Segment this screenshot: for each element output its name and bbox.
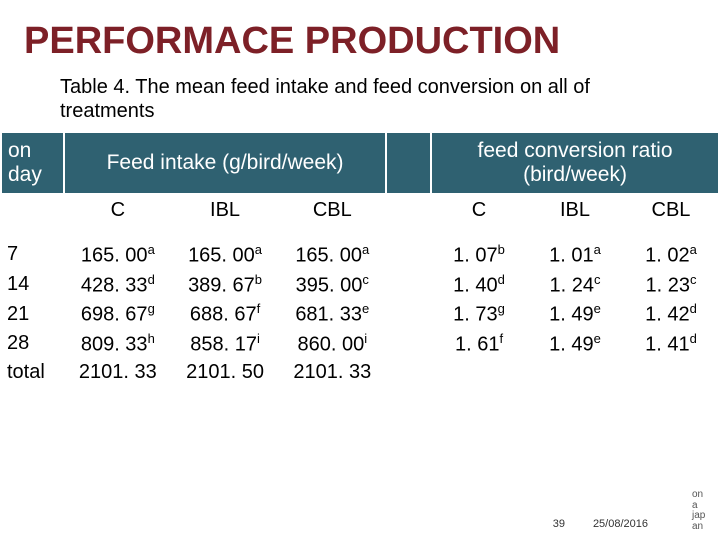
table-cell xyxy=(527,359,623,386)
subhead: IBL xyxy=(527,193,623,240)
page-number: 39 xyxy=(553,518,565,530)
table-cell xyxy=(386,359,431,386)
table-cell: 1. 40d xyxy=(431,270,527,300)
table-cell: 14 xyxy=(1,270,64,300)
slide: PERFORMACE PRODUCTION Table 4. The mean … xyxy=(0,0,720,540)
table-caption: Table 4. The mean feed intake and feed c… xyxy=(0,63,720,133)
table-row: 14428. 33d389. 67b395. 00c 1. 40d1. 24c1.… xyxy=(1,270,719,300)
table-cell: 389. 67b xyxy=(171,270,278,300)
footer-date: 25/08/2016 xyxy=(593,518,648,530)
table-cell: 28 xyxy=(1,329,64,359)
header-gap xyxy=(386,133,431,193)
table-cell: 698. 67g xyxy=(64,299,171,329)
subhead: C xyxy=(64,193,171,240)
table-cell: 2101. 33 xyxy=(279,359,386,386)
table-cell: 165. 00a xyxy=(171,240,278,270)
table-cell: 2101. 33 xyxy=(64,359,171,386)
table-cell xyxy=(386,270,431,300)
header-group-1: Feed intake (g/bird/week) xyxy=(64,133,386,193)
header-gap xyxy=(386,193,431,240)
header-row-1: on day Feed intake (g/bird/week) feed co… xyxy=(1,133,719,193)
subhead: CBL xyxy=(623,193,719,240)
subhead: C xyxy=(431,193,527,240)
table-cell: 165. 00a xyxy=(64,240,171,270)
table-cell: 1. 02a xyxy=(623,240,719,270)
header-group-2: feed conversion ratio (bird/week) xyxy=(431,133,719,193)
table-row: 7165. 00a165. 00a165. 00a1. 07b1. 01a1. … xyxy=(1,240,719,270)
table-cell: 860. 00i xyxy=(279,329,386,359)
table-cell xyxy=(386,329,431,359)
table-cell xyxy=(623,359,719,386)
header-corner: on day xyxy=(1,133,64,193)
table-cell: 1. 01a xyxy=(527,240,623,270)
subhead: IBL xyxy=(171,193,278,240)
table-row: 28809. 33h858. 17i860. 00i 1. 61f1. 49e1.… xyxy=(1,329,719,359)
data-table: on day Feed intake (g/bird/week) feed co… xyxy=(0,133,720,386)
table-cell: 1. 42d xyxy=(623,299,719,329)
header-blank xyxy=(1,193,64,240)
side-text: on a jap an xyxy=(692,490,718,532)
table-cell xyxy=(431,359,527,386)
subhead: CBL xyxy=(279,193,386,240)
table-cell: 2101. 50 xyxy=(171,359,278,386)
table-cell: total xyxy=(1,359,64,386)
table-cell xyxy=(386,240,431,270)
table-cell: 1. 07b xyxy=(431,240,527,270)
table-cell: 858. 17i xyxy=(171,329,278,359)
side-line: on xyxy=(692,490,718,501)
table-wrapper: on day Feed intake (g/bird/week) feed co… xyxy=(0,133,720,386)
table-row: 21698. 67g688. 67f681. 33e 1. 73g1. 49e1.… xyxy=(1,299,719,329)
table-cell: 1. 61f xyxy=(431,329,527,359)
table-cell: 1. 49e xyxy=(527,329,623,359)
table-cell: 809. 33h xyxy=(64,329,171,359)
slide-title: PERFORMACE PRODUCTION xyxy=(0,20,720,63)
table-cell: 165. 00a xyxy=(279,240,386,270)
header-row-2: C IBL CBL C IBL CBL xyxy=(1,193,719,240)
table-cell: 688. 67f xyxy=(171,299,278,329)
table-cell: 395. 00c xyxy=(279,270,386,300)
table-cell: 1. 73g xyxy=(431,299,527,329)
table-cell: 21 xyxy=(1,299,64,329)
table-cell: 7 xyxy=(1,240,64,270)
side-line: jap xyxy=(692,511,718,522)
table-cell: 428. 33d xyxy=(64,270,171,300)
table-cell: 1. 49e xyxy=(527,299,623,329)
table-body: 7165. 00a165. 00a165. 00a1. 07b1. 01a1. … xyxy=(1,240,719,386)
side-line: an xyxy=(692,522,718,533)
table-row: total2101. 332101. 502101. 33 xyxy=(1,359,719,386)
table-cell: 1. 24c xyxy=(527,270,623,300)
table-cell: 1. 23c xyxy=(623,270,719,300)
table-cell: 681. 33e xyxy=(279,299,386,329)
table-cell xyxy=(386,299,431,329)
table-cell: 1. 41d xyxy=(623,329,719,359)
